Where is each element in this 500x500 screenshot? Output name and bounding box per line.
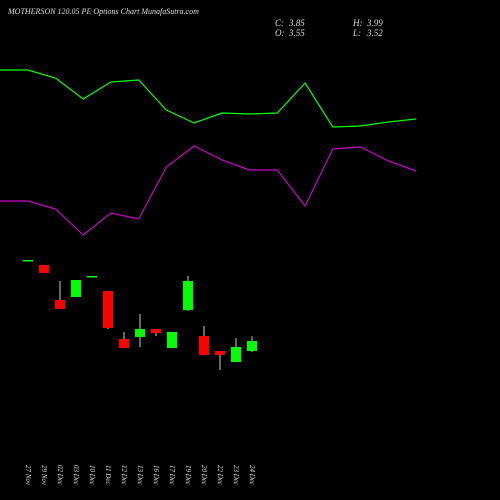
x-tick-label: 27 Nov xyxy=(24,465,32,486)
info-value: 3.52 xyxy=(366,28,383,38)
candle-body xyxy=(183,281,193,310)
x-tick-label: 17 Dec xyxy=(168,465,176,486)
candle-body xyxy=(87,276,97,278)
x-tick-label: 16 Dec xyxy=(152,465,160,486)
info-value: 3.99 xyxy=(366,18,383,28)
info-label: C: xyxy=(275,18,284,28)
x-tick-label: 22 Dec xyxy=(216,465,224,486)
x-tick-label: 03 Dec xyxy=(72,465,80,486)
candle-body xyxy=(71,280,81,297)
x-tick-label: 02 Dec xyxy=(56,465,64,486)
candle-body xyxy=(119,339,129,348)
info-value: 3.85 xyxy=(288,18,305,28)
candle-body xyxy=(151,329,161,333)
x-tick-label: 11 Dec xyxy=(104,465,112,485)
candle-body xyxy=(135,329,145,337)
candle-body xyxy=(103,291,113,328)
x-tick-label: 13 Dec xyxy=(136,465,144,486)
info-label: O: xyxy=(275,28,285,38)
info-label: H: xyxy=(352,18,363,28)
chart-title: MOTHERSON 120.05 PE Options Chart Munafa… xyxy=(7,7,199,16)
info-label: L: xyxy=(352,28,361,38)
candle-body xyxy=(199,336,209,355)
x-tick-label: 29 Nov xyxy=(40,465,48,486)
candle-body xyxy=(23,260,33,262)
info-value: 3.55 xyxy=(288,28,305,38)
x-tick-label: 19 Dec xyxy=(184,465,192,486)
candle-body xyxy=(231,347,241,362)
indicator-line xyxy=(0,69,417,128)
candle-body xyxy=(39,265,49,273)
candle-body xyxy=(247,341,257,351)
x-tick-label: 24 Dec xyxy=(248,465,256,486)
x-tick-label: 20 Dec xyxy=(200,465,208,486)
indicator-line xyxy=(0,145,417,236)
candle-body xyxy=(215,351,225,355)
candle-body xyxy=(55,300,65,309)
candle-body xyxy=(167,332,177,348)
x-tick-label: 10 Dec xyxy=(88,465,96,486)
x-tick-label: 12 Dec xyxy=(120,465,128,486)
x-tick-label: 23 Dec xyxy=(232,465,240,486)
